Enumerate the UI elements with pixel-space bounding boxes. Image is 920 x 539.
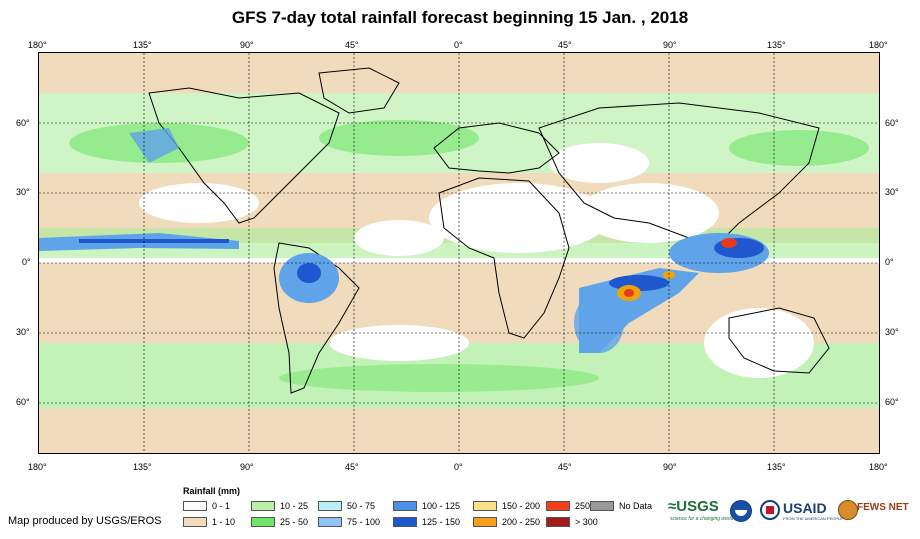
graticule — [39, 53, 879, 453]
greenland-outline — [318, 67, 400, 114]
australia-outline — [728, 307, 830, 374]
legend-swatch — [251, 517, 275, 527]
lat-tick: 30° — [885, 187, 899, 197]
dry-australia — [704, 308, 814, 378]
very-heavy-itcz — [79, 239, 229, 243]
lon-tick: 90° — [240, 462, 254, 472]
legend-label: 1 - 10 — [212, 517, 236, 527]
legend-label: 50 - 75 — [347, 501, 376, 511]
lon-tick: 180° — [869, 462, 888, 472]
legend-swatch — [318, 517, 342, 527]
map-title: GFS 7-day total rainfall forecast beginn… — [231, 8, 689, 27]
dry-south-atlantic — [329, 325, 469, 361]
lon-tick: 180° — [869, 40, 888, 50]
usaid-tagline: FROM THE AMERICAN PEOPLE — [783, 516, 843, 521]
asia-outline — [538, 102, 820, 244]
usgs-tagline: science for a changing world — [670, 516, 734, 522]
extreme-philippines-red — [721, 238, 737, 248]
lon-tick: 135° — [133, 462, 152, 472]
europe-outline — [433, 122, 560, 174]
lon-tick: 45° — [558, 462, 572, 472]
lon-tick: 45° — [345, 462, 359, 472]
lat-tick: 60° — [16, 118, 30, 128]
lat-tick: 60° — [885, 397, 899, 407]
legend-swatch — [546, 501, 570, 511]
lat-tick: 0° — [885, 257, 894, 267]
nw-pacific-storm — [729, 130, 869, 166]
usaid-seal-icon — [760, 500, 780, 520]
lon-tick: 0° — [454, 40, 463, 50]
legend-title: Rainfall (mm) — [183, 486, 241, 496]
legend-swatch — [183, 501, 207, 511]
lon-tick: 90° — [240, 40, 254, 50]
lat-tick: 30° — [885, 327, 899, 337]
heavy-gulf-alaska — [129, 128, 179, 163]
legend-swatch — [393, 501, 417, 511]
legend-swatch — [318, 501, 342, 511]
very-heavy-philippines — [714, 238, 764, 258]
legend-label: 200 - 250 — [502, 517, 541, 527]
atlantic-storm — [319, 120, 479, 156]
noaa-logo-icon — [730, 500, 752, 522]
usgs-logo: ≈USGS — [668, 498, 719, 515]
lon-tick: 45° — [558, 40, 572, 50]
legend-label: No Data — [619, 501, 653, 511]
lon-tick: 135° — [767, 40, 786, 50]
dry-atlantic — [354, 220, 444, 256]
legend-label: 150 - 200 — [502, 501, 541, 511]
lat-tick: 60° — [885, 118, 899, 128]
legend-swatch — [546, 517, 570, 527]
very-heavy-rain-regions — [79, 238, 764, 291]
lat-tick: 30° — [16, 327, 30, 337]
lat-tick: 60° — [16, 397, 30, 407]
africa-outline — [438, 177, 570, 339]
legend-swatch — [393, 517, 417, 527]
lon-tick: 0° — [454, 462, 463, 472]
legend-label: 25 - 50 — [280, 517, 309, 527]
lon-tick: 135° — [133, 40, 152, 50]
legend-swatch — [590, 501, 614, 511]
legend-label: 125 - 150 — [422, 517, 461, 527]
lon-tick: 180° — [28, 40, 47, 50]
credit-text: Map produced by USGS/EROS — [8, 515, 162, 527]
legend-label: 10 - 25 — [280, 501, 309, 511]
heavy-madagascar — [574, 293, 624, 353]
lon-tick: 90° — [663, 462, 677, 472]
legend-swatch — [183, 517, 207, 527]
lon-tick: 45° — [345, 40, 359, 50]
very-heavy-amazon — [297, 263, 321, 283]
extreme-rain-regions — [617, 238, 737, 301]
lon-tick: 180° — [28, 462, 47, 472]
southern-ocean-storm — [279, 364, 599, 392]
lon-tick: 135° — [767, 462, 786, 472]
usaid-logo: USAID — [783, 500, 827, 516]
fews-globe-icon — [838, 500, 858, 520]
extreme-cyclone-red — [624, 289, 634, 297]
lat-tick: 30° — [16, 187, 30, 197]
dry-asia — [579, 183, 719, 243]
legend-swatch — [473, 501, 497, 511]
rainfall-map-svg — [39, 53, 879, 453]
dry-sahara — [429, 183, 609, 253]
legend-label: > 300 — [575, 517, 598, 527]
lon-tick: 90° — [663, 40, 677, 50]
legend-label: 0 - 1 — [212, 501, 231, 511]
dry-east-pacific — [139, 183, 259, 223]
legend-label: 75 - 100 — [347, 517, 381, 527]
legend-label: 100 - 125 — [422, 501, 461, 511]
dry-siberia — [549, 143, 649, 183]
rainfall-map[interactable] — [38, 52, 880, 454]
fews-net-logo: FEWS NET — [857, 502, 909, 513]
legend-swatch — [473, 517, 497, 527]
lat-tick: 0° — [22, 257, 31, 267]
legend-swatch — [251, 501, 275, 511]
